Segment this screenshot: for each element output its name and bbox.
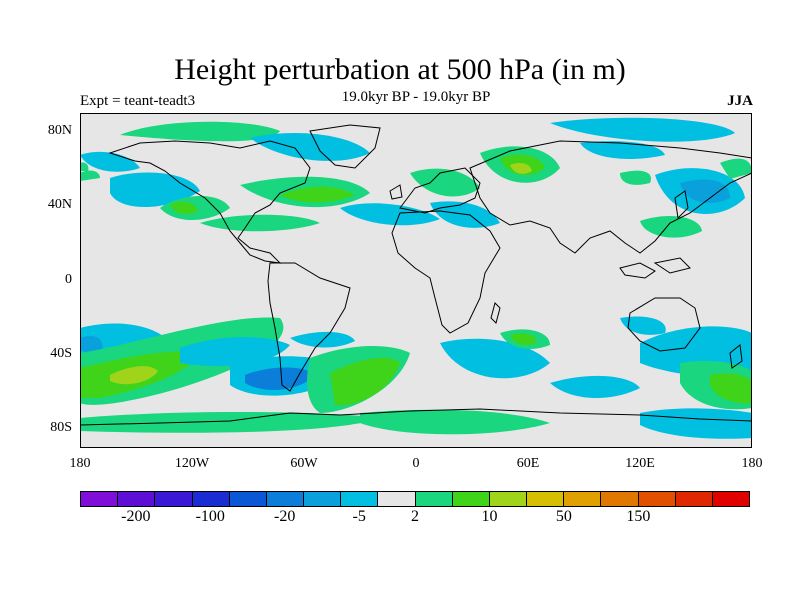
x-tick-label: 60W <box>290 456 318 471</box>
experiment-label: Expt = teant-teadt3 <box>80 93 196 109</box>
colorbar-swatch <box>675 492 713 506</box>
y-tick-label: 40S <box>50 345 72 361</box>
map-frame <box>80 113 752 448</box>
y-tick-label: 80N <box>47 122 72 138</box>
time-range-subtitle: 19.0kyr BP - 19.0kyr BP <box>341 89 491 105</box>
colorbar-swatch <box>378 492 416 506</box>
colorbar-swatch <box>638 492 676 506</box>
y-tick-label: 80S <box>50 420 72 436</box>
colorbar-swatch <box>415 492 453 506</box>
colorbar-label: -100 <box>195 508 225 525</box>
colorbar-label: 2 <box>411 508 419 525</box>
x-tick-label: 120E <box>625 456 655 471</box>
colorbar-label: -20 <box>274 508 296 525</box>
x-tick-label: 0 <box>412 456 420 471</box>
colorbar-label: 150 <box>626 508 651 525</box>
colorbar <box>80 491 750 507</box>
colorbar-swatch <box>266 492 305 506</box>
colorbar-swatch <box>229 492 267 506</box>
colorbar-label: -200 <box>121 508 151 525</box>
x-tick-label: 120W <box>174 456 210 471</box>
colorbar-swatch <box>564 492 602 506</box>
y-tick-label: 40N <box>47 197 72 213</box>
colorbar-label: -5 <box>352 508 366 525</box>
colorbar-swatch <box>452 492 490 506</box>
x-tick-label: 180 <box>69 456 91 471</box>
map-background <box>80 113 752 448</box>
y-tick-label: 0 <box>65 271 72 287</box>
colorbar-swatch <box>155 492 193 506</box>
contour-fields <box>80 117 752 439</box>
contour-map <box>80 113 752 448</box>
colorbar-swatch <box>304 492 342 506</box>
map-panel <box>80 113 752 448</box>
colorbar-swatch <box>489 492 528 506</box>
plot-title: Height perturbation at 500 hPa (in m) <box>174 53 626 86</box>
colorbar-swatch <box>81 492 119 506</box>
colorbar-swatch <box>527 492 565 506</box>
colorbar-swatch <box>601 492 639 506</box>
x-tick-label: 180 <box>741 456 763 471</box>
season-label: JJA <box>727 93 753 109</box>
colorbar-swatch <box>192 492 230 506</box>
colorbar-swatch <box>118 492 156 506</box>
colorbar-swatch <box>712 492 750 506</box>
coastlines <box>80 124 752 426</box>
colorbar-swatch <box>341 492 379 506</box>
colorbar-label: 10 <box>481 508 498 525</box>
colorbar-label: 50 <box>555 508 572 525</box>
x-tick-label: 60E <box>516 456 540 471</box>
